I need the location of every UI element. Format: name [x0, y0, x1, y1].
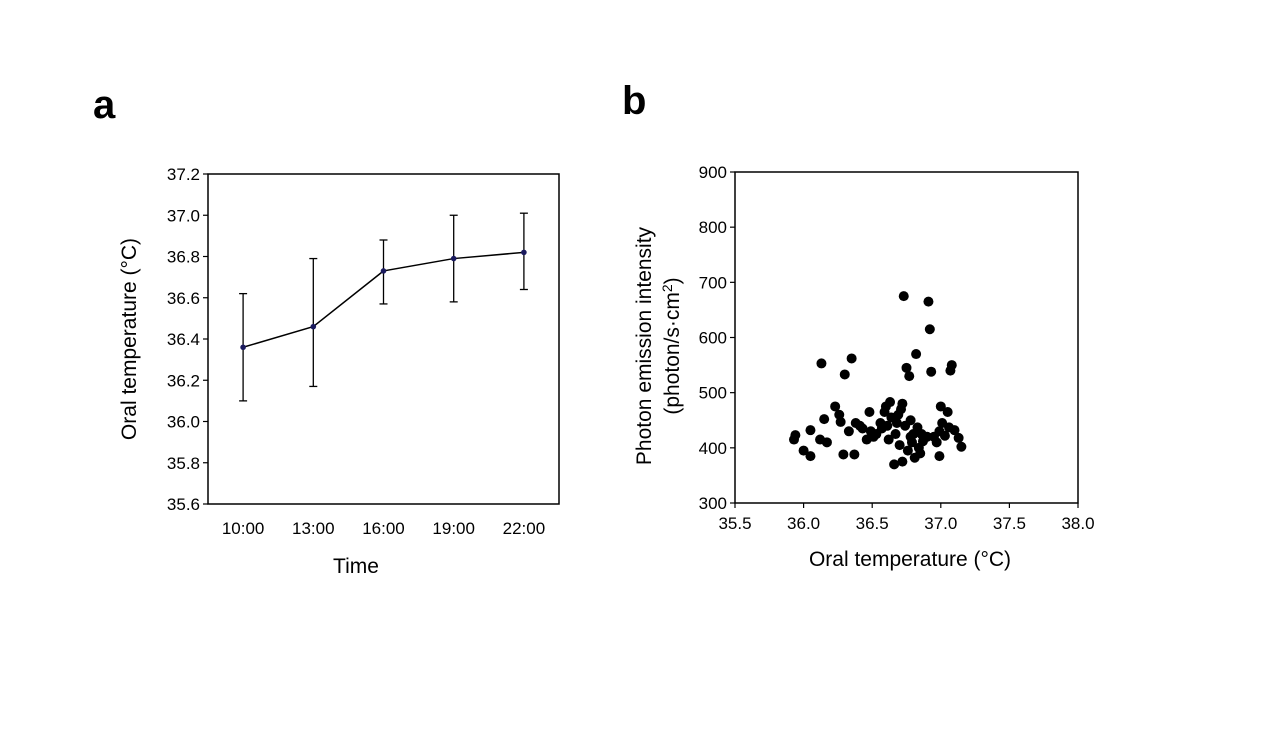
panel-b-data-point: [898, 291, 909, 302]
panel-b-y-axis: 300 400 500 600 700 800 900: [699, 163, 735, 513]
panel-b-data-point: [821, 437, 832, 448]
panel-b-data-point: [911, 349, 922, 360]
panel-a-data-point: [450, 255, 457, 262]
panel-b-data-point: [805, 451, 816, 462]
panel-a-x-tick-label: 22:00: [503, 519, 546, 538]
panel-b-x-tick-label: 37.5: [993, 514, 1026, 533]
panel-b-data-point: [922, 431, 933, 442]
panel-b-x-axis-title: Oral temperature (°C): [809, 548, 1011, 571]
panel-b-data-point: [946, 360, 957, 371]
panel-b-data-point: [924, 324, 935, 335]
panel-b-data-point: [885, 397, 896, 408]
panel-b-data-point: [838, 449, 849, 460]
panel-a-y-tick-label: 36.4: [167, 330, 200, 349]
panel-a-data-point: [240, 344, 246, 351]
panel-b-data-point: [905, 415, 916, 426]
panel-b-data-point: [889, 459, 900, 470]
panel-b-data-point: [901, 362, 912, 373]
panel-b-data-point: [849, 449, 860, 460]
panel-b-y-axis-title-line2: (photon/s·cm2): [659, 277, 684, 414]
panel-a-y-tick-label: 37.0: [167, 206, 200, 225]
panel-a-x-tick-label: 16:00: [362, 519, 405, 538]
panel-a-x-axis-title: Time: [333, 555, 379, 578]
panel-b-y-unit-prefix: (photon/s·cm: [661, 292, 684, 415]
panel-a-x-tick-label: 10:00: [222, 519, 265, 538]
panel-a-y-tick-label: 36.8: [167, 248, 200, 267]
panel-b-x-tick-label: 36.5: [856, 514, 889, 533]
panel-b-y-axis-title-line1: Photon emission intensity: [633, 226, 656, 465]
panel-b-data-point: [816, 358, 827, 369]
panel-a-y-tick-label: 35.8: [167, 454, 200, 473]
panel-a-y-axis-title: Oral temperature (°C): [118, 238, 141, 440]
panel-a-y-tick-label: 36.0: [167, 413, 200, 432]
panel-a-y-tick-label: 36.2: [167, 371, 200, 390]
panel-b-data-point: [894, 440, 905, 451]
panel-b-data-point: [857, 423, 868, 434]
panel-b-x-tick-label: 35.5: [718, 514, 751, 533]
panel-b-data-point: [864, 406, 875, 417]
panel-b-y-unit-superscript: 2: [659, 284, 675, 292]
panel-a-line-chart: a 35.6 35.8 36.0 36.2 36.4 36.6 36.8 37.0 37.2 1…: [93, 83, 560, 578]
panel-b-y-tick-label: 600: [699, 329, 727, 348]
panel-a-y-tick-label: 36.6: [167, 289, 200, 308]
panel-b-y-tick-label: 800: [699, 218, 727, 237]
panel-b-data-point: [835, 416, 846, 427]
panel-b-data-point: [956, 441, 967, 452]
panel-b-data-point: [882, 420, 893, 431]
panel-b-data-point: [906, 437, 917, 448]
panel-b-y-unit-suffix: ): [661, 277, 684, 284]
panel-a-data-point: [380, 268, 387, 274]
panel-b-x-tick-label: 38.0: [1061, 514, 1094, 533]
panel-b-data-point: [923, 296, 934, 307]
panel-a-x-axis: 10:00 13:00 16:00 19:00 22:00: [222, 519, 545, 538]
panel-b-data-point: [897, 398, 908, 409]
panel-a-letter: a: [93, 83, 116, 127]
panel-b-data-point: [891, 418, 902, 429]
panel-b-data-point: [904, 371, 915, 382]
panel-b-data-point: [843, 426, 854, 437]
panel-b-y-tick-label: 400: [699, 439, 727, 458]
panel-b-data-point: [935, 401, 946, 412]
panel-b-data-point: [798, 445, 809, 456]
panel-b-data-point: [846, 353, 857, 364]
panel-b-data-point: [890, 429, 901, 440]
panel-b-data-point: [897, 456, 908, 467]
panel-b-x-tick-label: 36.0: [787, 514, 820, 533]
panel-a-y-tick-label: 35.6: [167, 495, 200, 514]
panel-b-y-tick-label: 500: [699, 384, 727, 403]
panel-a-data-points: [240, 249, 527, 351]
panel-a-error-bars: [239, 212, 528, 402]
panel-b-scatter-chart: b 300 400 500 600 700 800 900 35.5 36.0 36.5 37.0…: [622, 79, 1095, 571]
panel-a-y-tick-label: 37.2: [167, 165, 200, 184]
panel-b-data-point: [883, 434, 894, 445]
panel-b-data-point: [830, 401, 841, 412]
panel-a-data-point: [310, 323, 317, 330]
panel-b-data-point: [790, 430, 801, 441]
panel-b-y-tick-label: 700: [699, 273, 727, 292]
panel-b-data-point: [942, 406, 953, 417]
panel-b-x-axis: 35.5 36.0 36.5 37.0 37.5 38.0: [718, 503, 1095, 533]
panel-b-data-point: [939, 430, 950, 441]
panel-a-x-tick-label: 13:00: [292, 519, 335, 538]
panel-b-letter: b: [622, 79, 646, 123]
panel-b-y-tick-label: 300: [699, 494, 727, 513]
panel-b-data-point: [953, 432, 964, 443]
panel-b-data-point: [915, 448, 926, 459]
panel-b-data-point: [926, 366, 937, 377]
panel-b-x-tick-label: 37.0: [924, 514, 957, 533]
panel-b-data-point: [934, 451, 945, 462]
panel-a-x-tick-label: 19:00: [432, 519, 475, 538]
panel-b-data-point: [949, 425, 960, 436]
panel-b-y-tick-label: 900: [699, 163, 727, 182]
panel-b-data-point: [839, 369, 850, 380]
panel-b-data-point: [902, 445, 913, 456]
panel-a-data-point: [521, 249, 527, 256]
panel-b-data-point: [819, 414, 830, 425]
panel-b-data-point: [805, 425, 816, 436]
panel-b-data-point: [931, 437, 942, 448]
panel-a-y-axis: 35.6 35.8 36.0 36.2 36.4 36.6 36.8 37.0 37.2: [167, 165, 208, 514]
panel-b-data-points: [788, 291, 967, 470]
panel-a-plot-frame: [207, 173, 560, 505]
